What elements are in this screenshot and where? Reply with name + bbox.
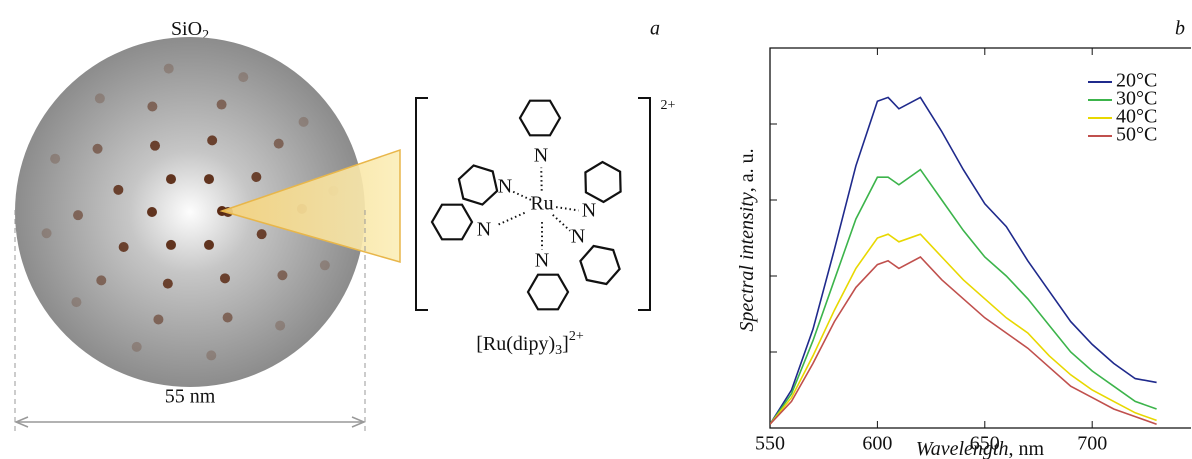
dye-dot [222,312,233,323]
formula-close: ] [562,333,569,355]
dye-dot [94,93,105,104]
shell-sub: 2 [202,28,209,43]
ring [526,273,570,311]
bond [512,190,532,201]
legend-label: 20°C [1116,70,1157,92]
panel-b: b Wavelength, nm Spectral intensity, a. … [736,18,1191,459]
dye-dot [166,174,176,185]
x-tick-label: 600 [862,433,892,455]
dye-dot [204,239,214,250]
shell-text: SiO [171,18,202,40]
dye-dot [219,273,230,284]
dye-dot [162,278,173,289]
dye-dot [113,184,124,195]
brackets [415,97,651,311]
formula: [Ru(dipy)3]2+ [476,329,584,358]
dye-dot [166,239,176,250]
ring [430,203,474,241]
bond [555,206,579,212]
panel-label: a [650,18,660,40]
dye-dot [273,138,284,149]
series-line [770,256,1157,425]
dye-dot [216,99,227,110]
ring [579,244,621,286]
bond [552,214,571,232]
atom-label: N [534,145,548,167]
atom-label: N [582,200,596,222]
legend-label: 50°C [1116,124,1157,146]
dye-dot [50,153,61,164]
x-tick-label: 550 [755,433,785,455]
dye-dot [298,116,309,127]
arrow-head [14,416,29,428]
dye-dot [163,63,174,74]
dye-dot [96,275,107,286]
atom-label: N [477,219,491,241]
series-line [770,233,1157,425]
dye-dot [118,241,129,252]
dye-dot [153,314,164,325]
atom-label: N [498,176,512,198]
series-line [770,96,1157,425]
series-line [770,168,1157,425]
dye-dot [251,172,262,183]
dye-dot [256,229,267,240]
ring [457,164,499,206]
dye-dot [147,101,158,112]
formula-sup: 2+ [569,329,584,344]
legend-label: 40°C [1116,106,1157,128]
dye-dot [275,320,286,331]
dye-dot [206,350,217,361]
x-axis-label: Wavelength, nm [916,438,1045,459]
dye-dot [131,341,142,352]
silica-sphere [15,37,365,387]
dye-dot [150,140,161,151]
zoom-cone [219,148,401,263]
x-tick-label: 650 [970,433,1000,455]
dye-dot [204,174,214,185]
ring [518,99,562,137]
panel-label: b [1175,18,1185,40]
size-label: 55 nm [165,386,216,408]
metal-label: Ru [530,193,553,215]
formula-main: [Ru(dipy) [476,333,555,355]
shell-label: SiO2 [171,18,209,44]
dye-dot [92,143,103,154]
y-label-unit: , a. u. [736,148,758,192]
plot-frame [769,47,1191,429]
x-tick-label: 700 [1077,433,1107,455]
dye-dot [277,270,288,281]
x-label-main: Wavelength [916,438,1009,459]
dye-dot [319,260,330,271]
atom-label: N [571,226,585,248]
y-label-main: Spectral intensity [736,192,758,332]
charge: 2+ [661,98,676,113]
dye-dot [71,297,82,308]
dye-dot [238,72,249,83]
bond [496,211,526,227]
dye-dots [41,63,339,361]
legend-label: 30°C [1116,88,1157,110]
x-label-unit: , nm [1009,438,1045,459]
arrow-head [351,416,366,428]
formula-sub: 3 [555,343,562,358]
dye-dot [73,210,84,221]
atom-label: N [535,250,549,272]
dye-dot [147,207,157,217]
dye-dot [207,135,218,146]
dye-dot [41,228,52,239]
y-axis-label: Spectral intensity, a. u. [736,148,758,331]
ring [584,160,622,204]
lines [770,96,1157,425]
